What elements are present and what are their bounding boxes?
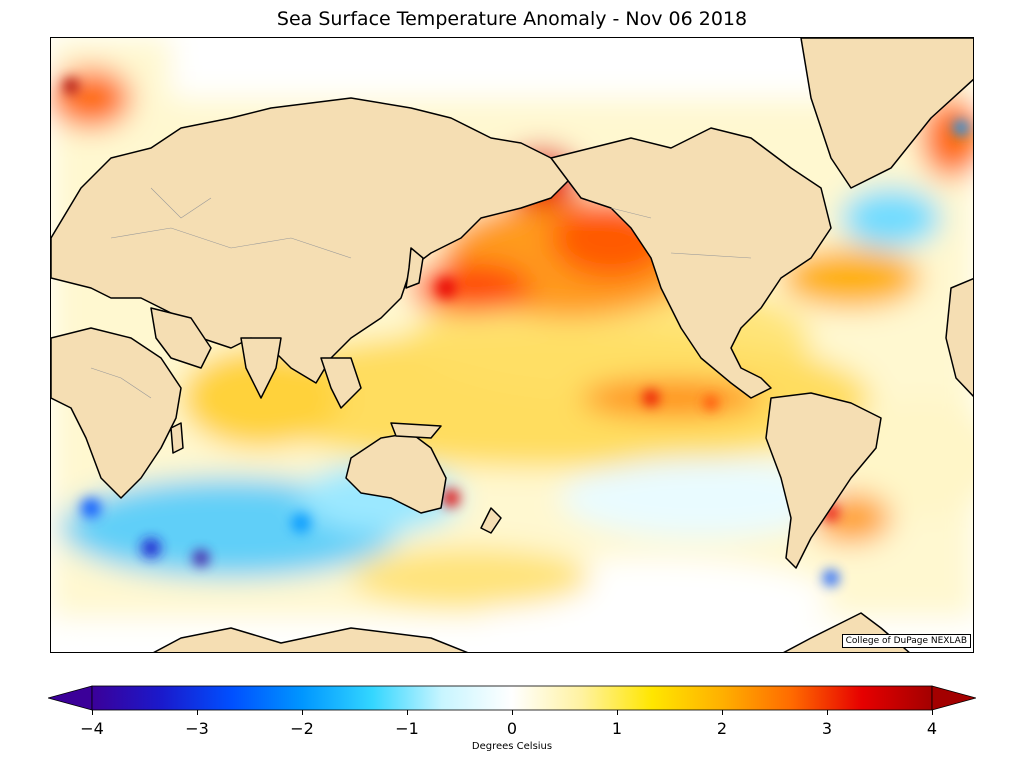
colorbar-tick-mark [617, 710, 618, 715]
sst-anomaly-map: College of DuPage NEXLAB [50, 37, 974, 653]
colorbar-tick-label: 2 [716, 719, 728, 738]
credit-label: College of DuPage NEXLAB [841, 634, 971, 648]
map-title: Sea Surface Temperature Anomaly - Nov 06… [276, 8, 748, 30]
africa-land [51, 327, 182, 499]
new-zealand-land [480, 507, 502, 534]
greenland-land [800, 38, 973, 189]
north-america-land [550, 127, 832, 399]
colorbar-gradient [91, 685, 933, 711]
colorbar-tick-label: −4 [80, 719, 104, 738]
colorbar-tick-label: 1 [611, 719, 623, 738]
colorbar-tick-mark [92, 710, 93, 715]
india-land [240, 337, 282, 399]
colorbar-tick-label: 0 [506, 719, 518, 738]
colorbar-tick-mark [302, 710, 303, 715]
colorbar-tick-mark [932, 710, 933, 715]
anomaly-speckles [63, 78, 969, 586]
colorbar-tick-label: −3 [185, 719, 209, 738]
colorbar-tick-mark [407, 710, 408, 715]
colorbar-tick-label: −1 [395, 719, 419, 738]
southeast-asia-land [320, 357, 362, 409]
europe-east-edge-land [945, 278, 973, 397]
colorbar-label: Degrees Celsius [471, 741, 553, 752]
map-canvas: College of DuPage NEXLAB [51, 38, 973, 652]
colorbar-max-extend [931, 685, 978, 711]
colorbar-tick-mark [512, 710, 513, 715]
japan-land [405, 247, 424, 289]
south-america-land [765, 392, 882, 569]
new-guinea-land [390, 422, 442, 439]
country-borders [90, 187, 752, 399]
colorbar-min-extend [46, 685, 93, 711]
colorbar-tick-label: −2 [290, 719, 314, 738]
land-masses [51, 38, 973, 652]
antarctica-land [153, 627, 469, 652]
colorbar-tick-mark [197, 710, 198, 715]
madagascar-land [170, 422, 184, 454]
colorbar-tick-mark [827, 710, 828, 715]
colorbar [46, 682, 978, 714]
arabia-land [150, 307, 212, 369]
colorbar-tick-mark [722, 710, 723, 715]
colorbar-tick-label: 4 [926, 719, 938, 738]
colorbar-tick-label: 3 [821, 719, 833, 738]
colorbar-graphic [46, 685, 978, 711]
